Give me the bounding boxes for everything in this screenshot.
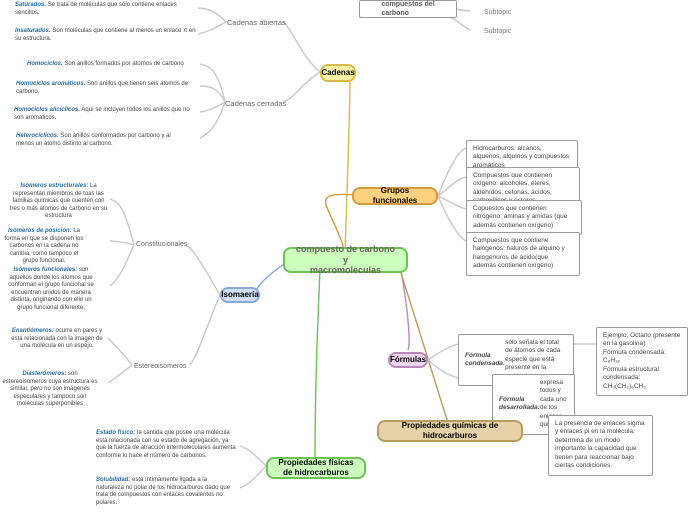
top-existing-text: compuestos delcarbono (381, 0, 434, 18)
note-estado-fisico: Estado físico: la cantida que posee una … (96, 430, 239, 460)
note-homo-arom: Homociclos aromáticos. Son anillos que t… (16, 81, 196, 96)
note-enantiomeros: Enantiómeros: ocurre en pares y está rel… (6, 328, 108, 351)
root-text: compuesto de carbono ymacromoleculas (293, 244, 398, 276)
estereoisomeros[interactable]: Estereoisómeros (134, 363, 187, 370)
subtopic-2[interactable]: Subtopic (484, 28, 511, 35)
note-funcionales: Isómeros funcionales: son aquellos donde… (2, 267, 100, 312)
cadenas-abiertas[interactable]: Cadenas abiertas (227, 18, 286, 27)
note-hetero: Heterocíclicos. Son anillos conformados … (16, 133, 188, 148)
note-homociclos: Homociclos. Son anillos formados por áto… (27, 61, 202, 69)
subtopic-1[interactable]: Subtopic (484, 9, 511, 16)
propq-text: La presencia de enlaces sigma y enlaces … (548, 415, 653, 476)
note-insaturados: Insaturados. Son moléculas que contiene … (15, 28, 200, 43)
cadenas-cerradas[interactable]: Cadenas cerradas (225, 99, 286, 108)
note-posicion: Isómeros de posición: La forma en que se… (4, 228, 84, 266)
note-saturados: Saturados. Se trata de moléculas que sól… (15, 2, 200, 17)
constitucionales[interactable]: Constitucionales (136, 241, 187, 248)
formulas-example: Ejemplo: Octano (presente en la gasolina… (596, 327, 688, 396)
note-solubilidad: Solubilidad: está íntimamente ligada a l… (96, 477, 231, 507)
isomeria-node[interactable]: Isomaería (220, 287, 260, 303)
grupos-node[interactable]: Grupos funcionales (352, 187, 438, 205)
note-estructurales: Isómeros estructurales: La representan m… (7, 183, 110, 221)
propf-node[interactable]: Propiedades físicas de hidrocarburos (266, 457, 366, 479)
note-homo-alic: Homociclos alicíclicos. Aquí se incluyen… (14, 107, 199, 122)
formulas-node[interactable]: Fórmulas (388, 352, 428, 368)
grupos-box-3: Copuestos que contienen nitrógeno: amina… (466, 200, 582, 235)
propq-node[interactable]: Propiedades químicas de hidrocarburos (377, 420, 523, 442)
top-existing-box: compuestos delcarbono (359, 0, 457, 18)
grupos-box-4: Compuestos que contiene halógenos: halur… (466, 232, 580, 276)
cadenas-node[interactable]: Cadenas (320, 64, 356, 82)
root-node[interactable]: compuesto de carbono ymacromoleculas (283, 247, 408, 273)
note-diasteromeros: Diasterómeros: son estereoisómeros cuya … (0, 371, 100, 409)
